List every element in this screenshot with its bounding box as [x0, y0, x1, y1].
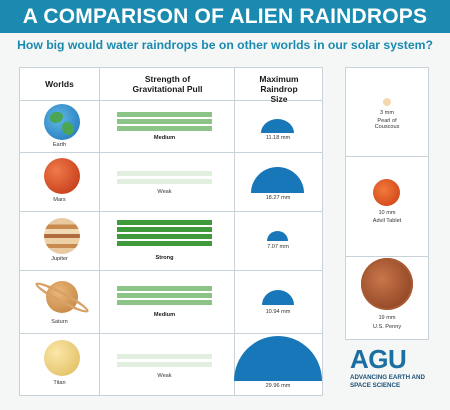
- advil-icon: [373, 179, 400, 206]
- saturn-icon: [32, 272, 92, 324]
- header-worlds: Worlds: [45, 79, 74, 89]
- raindrop-titan: [234, 336, 322, 381]
- penny-icon: [361, 258, 413, 310]
- gravity-bar: [117, 234, 212, 239]
- world-label: Saturn: [51, 319, 68, 325]
- object-label: Advil Tablet: [372, 218, 402, 224]
- gravity-bar: [117, 126, 212, 131]
- gravity-bar: [117, 220, 212, 225]
- gravity-bar: [117, 293, 212, 298]
- gravity-label: Strong: [155, 255, 174, 261]
- world-label: Earth: [52, 142, 67, 148]
- raindrop-size-label: 10.94 mm: [265, 309, 291, 315]
- comparison-table: Worlds Strength of Gravitational Pull Ma…: [19, 67, 323, 396]
- earth-icon: [44, 104, 80, 140]
- raindrop-size-label: 29.96 mm: [265, 383, 291, 389]
- titan-icon: [44, 340, 80, 376]
- panel-divider: [346, 156, 428, 157]
- header-divider: [20, 100, 322, 101]
- gravity-bar: [117, 300, 212, 305]
- panel-divider: [346, 256, 428, 257]
- gravity-bar: [117, 179, 212, 184]
- jupiter-icon: [44, 218, 80, 254]
- row-divider: [20, 270, 322, 271]
- page-title: A COMPARISON OF ALIEN RAINDROPS: [0, 0, 450, 33]
- gravity-bar: [117, 112, 212, 117]
- raindrop-earth: [261, 119, 294, 133]
- gravity-bar: [117, 119, 212, 124]
- world-label: Titan: [53, 380, 66, 386]
- object-label: Pearl of Couscous: [374, 118, 400, 130]
- raindrop-jupiter: [267, 231, 288, 241]
- gravity-bar: [117, 354, 212, 359]
- gravity-bar: [117, 241, 212, 246]
- agu-logo: AGU: [350, 344, 407, 374]
- raindrop-mars: [251, 167, 304, 193]
- world-label: Mars: [53, 197, 66, 203]
- gravity-bar: [117, 362, 212, 367]
- world-label: Jupiter: [51, 256, 68, 262]
- object-label: U.S. Penny: [372, 324, 402, 330]
- column-divider: [99, 68, 100, 395]
- raindrop-size-label: 18.27 mm: [265, 195, 291, 201]
- mars-icon: [44, 158, 80, 194]
- gravity-bar: [117, 227, 212, 232]
- gravity-label: Weak: [157, 373, 172, 379]
- object-size-label: 19 mm: [378, 315, 396, 321]
- couscous-icon: [383, 98, 391, 106]
- row-divider: [20, 333, 322, 334]
- raindrop-size-label: 11.18 mm: [265, 135, 291, 141]
- header-raindrop: Maximum Raindrop Size: [259, 74, 299, 104]
- gravity-label: Weak: [157, 189, 172, 195]
- gravity-label: Medium: [153, 312, 176, 318]
- raindrop-saturn: [262, 290, 294, 305]
- object-size-label: 10 mm: [378, 210, 396, 216]
- gravity-bar: [117, 171, 212, 176]
- gravity-label: Medium: [153, 135, 176, 141]
- page-subtitle: How big would water raindrops be on othe…: [17, 38, 433, 52]
- object-size-label: 3 mm: [380, 110, 394, 116]
- comparison-objects-panel: 3 mm Pearl of Couscous 10 mm Advil Table…: [345, 67, 429, 340]
- column-divider: [234, 68, 235, 395]
- header-gravity: Strength of Gravitational Pull: [132, 74, 203, 94]
- gravity-bar: [117, 286, 212, 291]
- agu-tagline: ADVANCING EARTH AND SPACE SCIENCE: [350, 374, 425, 389]
- raindrop-size-label: 7.07 mm: [267, 244, 289, 250]
- row-divider: [20, 152, 322, 153]
- row-divider: [20, 211, 322, 212]
